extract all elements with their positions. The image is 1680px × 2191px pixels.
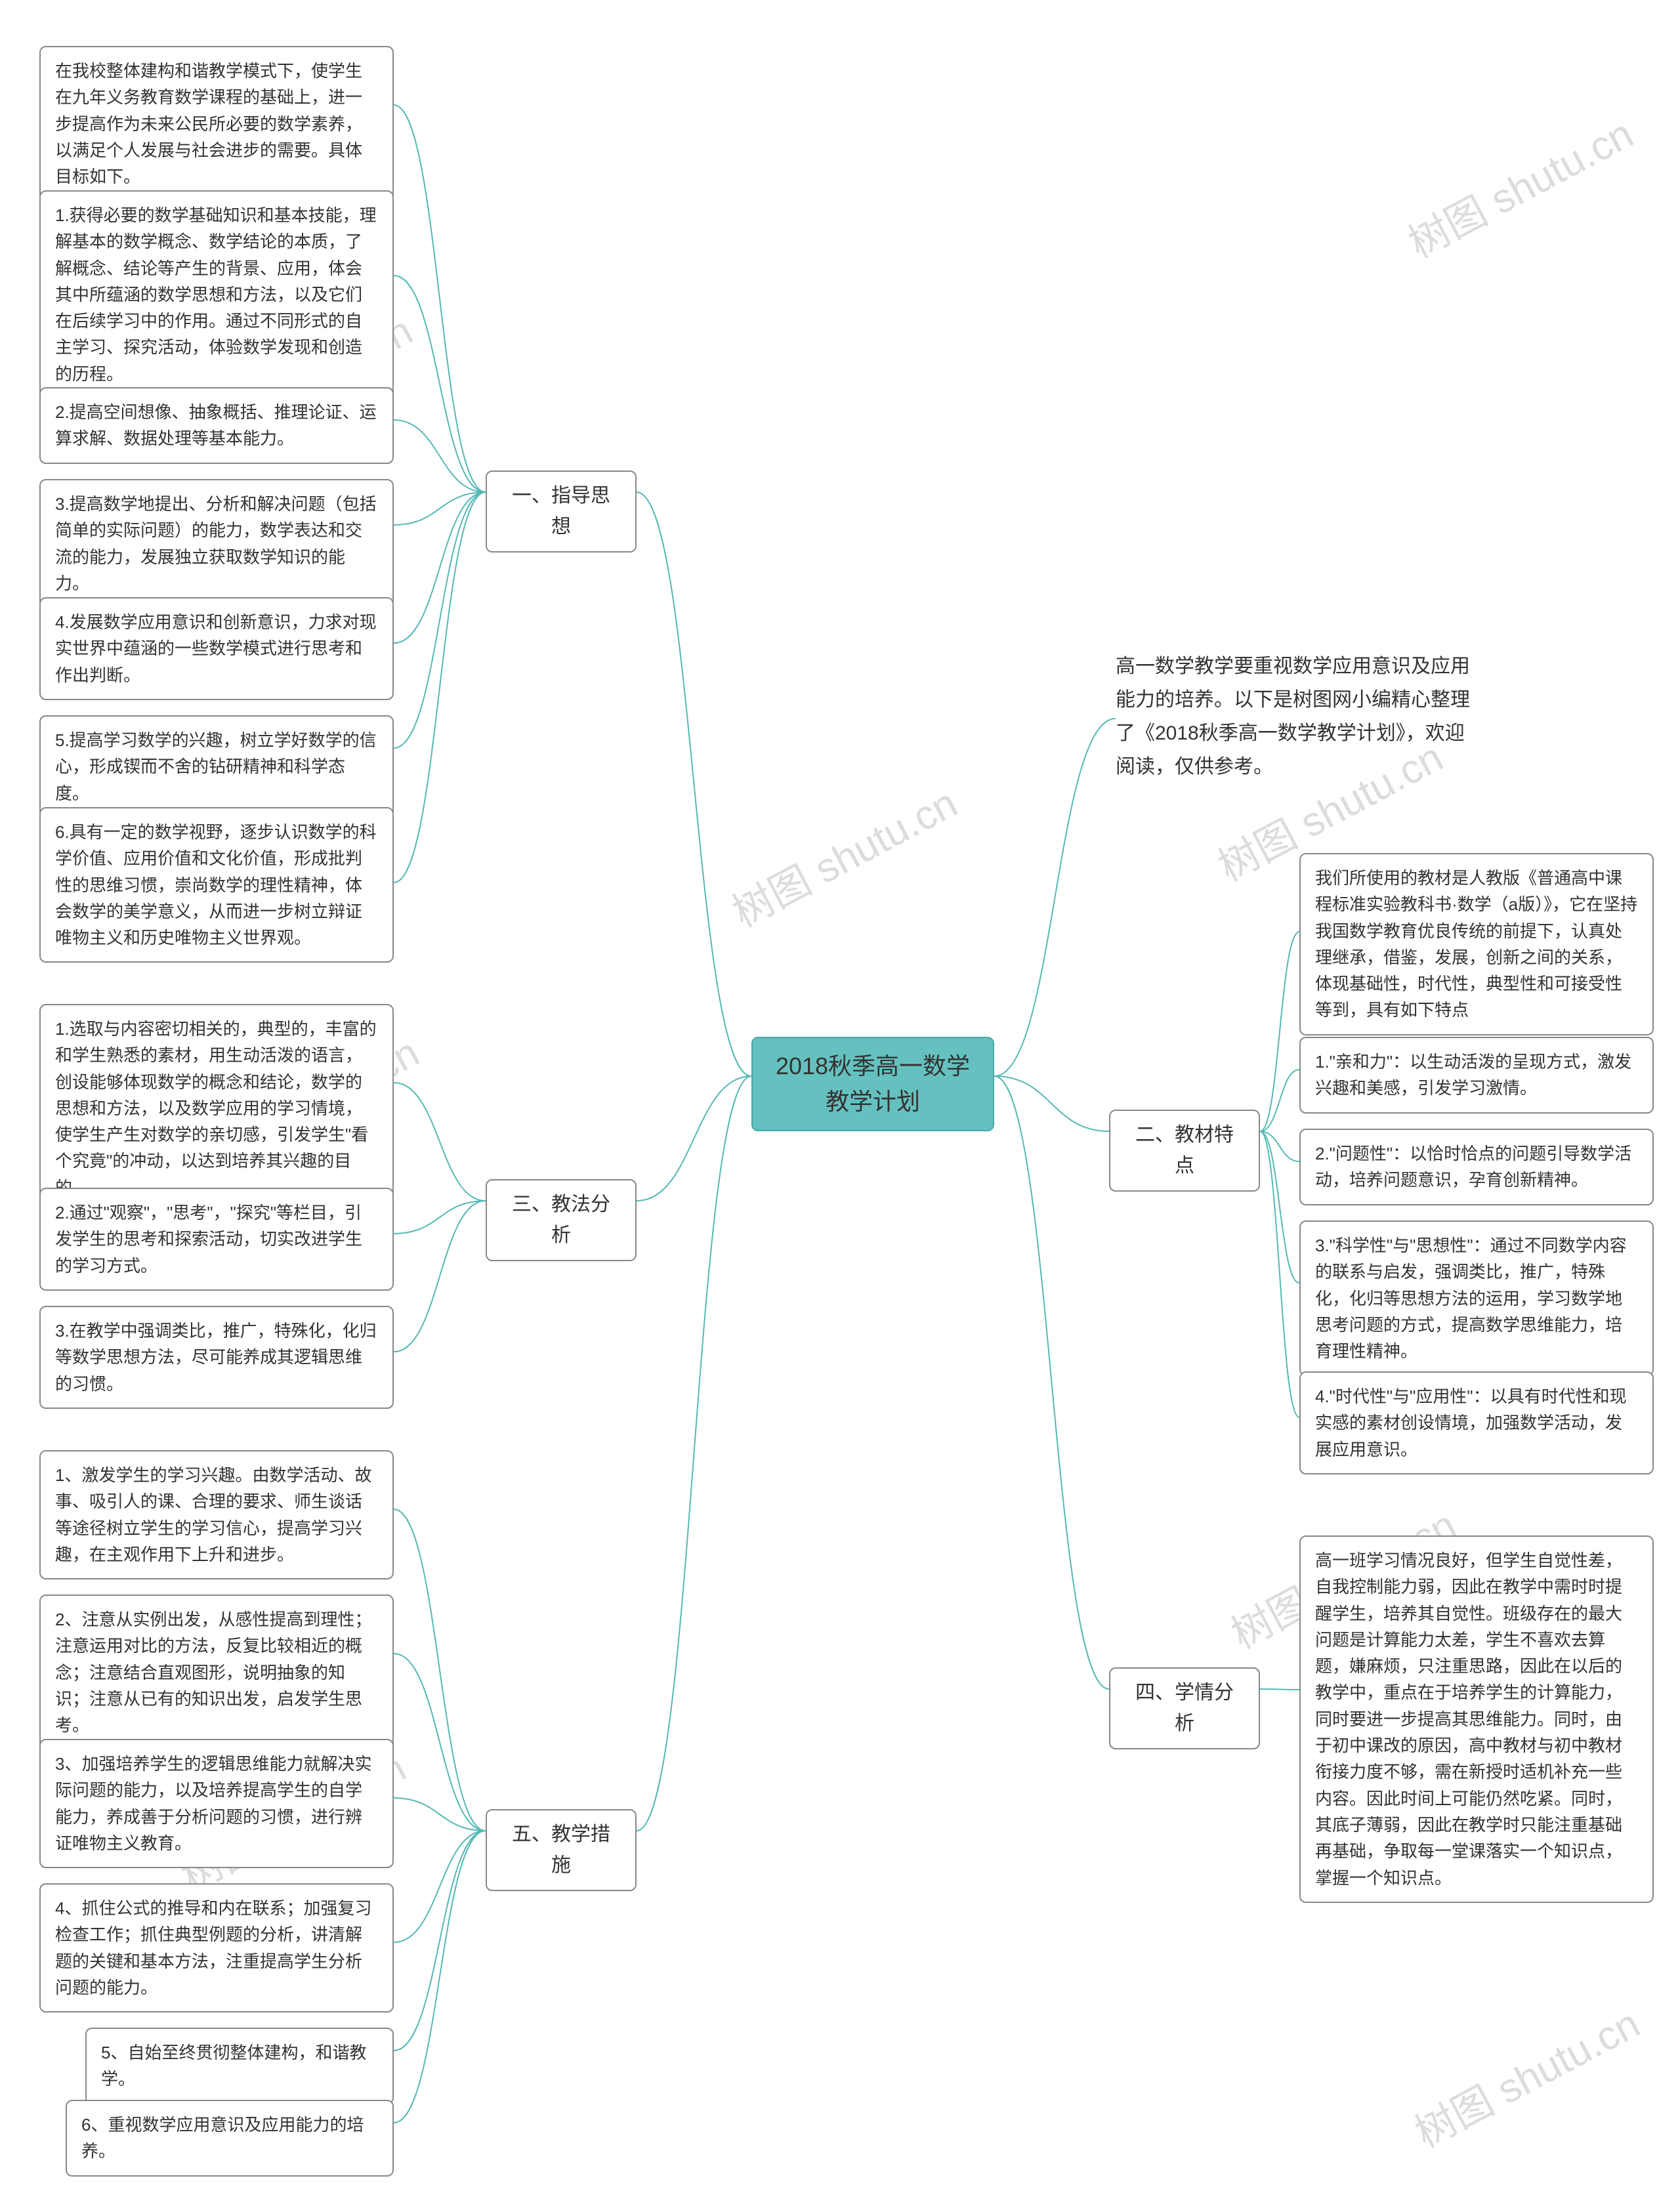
leaf-b1c6-text: 6.具有一定的数学视野，逐步认识数学的科学价值、应用价值和文化价值，形成批判性的…	[55, 822, 377, 948]
leaf-b4c1-text: 高一班学习情况良好，但学生自觉性差，自我控制能力弱，因此在教学中需时时提醒学生，…	[1315, 1551, 1622, 1888]
leaf-b5c5: 5、自始至终贯彻整体建构，和谐教学。	[85, 2028, 394, 2104]
branch-b3: 三、教法分析	[486, 1179, 637, 1261]
watermark: 树图 shutu.cn	[1396, 101, 1642, 269]
leaf-b3c3: 3.在教学中强调类比，推广，特殊化，化归等数学思想方法，尽可能养成其逻辑思维的习…	[39, 1306, 394, 1409]
edge	[394, 492, 486, 883]
edge	[994, 1076, 1109, 1689]
leaf-b1c5-text: 5.提高学习数学的兴趣，树立学好数学的信心，形成锲而不舍的钻研精神和科学态度。	[55, 730, 377, 803]
leaf-b5c4: 4、抓住公式的推导和内在联系；加强复习检查工作；抓住典型例题的分析，讲清解题的关…	[39, 1883, 394, 2013]
leaf-b5c6-text: 6、重视数学应用意识及应用能力的培养。	[81, 2115, 364, 2161]
root-node: 2018秋季高一数学教学计划	[751, 1037, 994, 1131]
watermark: 树图 shutu.cn	[721, 770, 966, 938]
edge	[394, 1201, 486, 1352]
edge	[1260, 1070, 1299, 1131]
leaf-b1c3-text: 3.提高数学地提出、分析和解决问题（包括简单的实际问题）的能力，数学表达和交流的…	[55, 494, 377, 593]
edge	[637, 1076, 751, 1831]
leaf-b5c3: 3、加强培养学生的逻辑思维能力就解决实际问题的能力，以及培养提高学生的自学能力，…	[39, 1739, 394, 1868]
edge	[1260, 932, 1299, 1131]
leaf-b3c2: 2.通过"观察"，"思考"，"探究"等栏目，引发学生的思考和探索活动，切实改进学…	[39, 1188, 394, 1291]
leaf-b4c1: 高一班学习情况良好，但学生自觉性差，自我控制能力弱，因此在教学中需时时提醒学生，…	[1299, 1535, 1654, 1903]
leaf-b2c4: 4."时代性"与"应用性"：以具有时代性和现实感的素材创设情境，加强数学活动，发…	[1299, 1371, 1654, 1474]
branch-b3-text: 三、教法分析	[512, 1194, 610, 1246]
edge	[394, 1083, 486, 1201]
leaf-b1c4-text: 4.发展数学应用意识和创新意识，力求对现实世界中蕴涵的一些数学模式进行思考和作出…	[55, 612, 377, 685]
root-node-text: 2018秋季高一数学教学计划	[776, 1053, 970, 1115]
branch-b4: 四、学情分析	[1109, 1667, 1260, 1749]
edge	[394, 1798, 486, 1831]
edge	[1260, 1689, 1299, 1690]
intro-text: 高一数学教学要重视数学应用意识及应用能力的培养。以下是树图网小编精心整理了《20…	[1116, 650, 1483, 787]
leaf-b1c4: 4.发展数学应用意识和创新意识，力求对现实世界中蕴涵的一些数学模式进行思考和作出…	[39, 597, 394, 700]
leaf-b1c1-text: 1.获得必要的数学基础知识和基本技能，理解基本的数学概念、数学结论的本质，了解概…	[55, 205, 377, 384]
edge	[1260, 1131, 1299, 1417]
edge	[394, 420, 486, 492]
edge	[394, 492, 486, 748]
leaf-b2c4-text: 4."时代性"与"应用性"：以具有时代性和现实感的素材创设情境，加强数学活动，发…	[1315, 1387, 1627, 1459]
leaf-b2c1: 1."亲和力"：以生动活泼的呈现方式，激发兴趣和美感，引发学习激情。	[1299, 1037, 1654, 1114]
leaf-b5c1: 1、激发学生的学习兴趣。由数学活动、故事、吸引人的课、合理的要求、师生谈话等途径…	[39, 1450, 394, 1579]
leaf-b3c1-text: 1.选取与内容密切相关的，典型的，丰富的和学生熟悉的素材，用生动活泼的语言，创设…	[55, 1019, 377, 1198]
branch-b1-text: 一、指导思想	[512, 485, 610, 537]
leaf-b1c5: 5.提高学习数学的兴趣，树立学好数学的信心，形成锲而不舍的钻研精神和科学态度。	[39, 715, 394, 818]
leaf-b1c1: 1.获得必要的数学基础知识和基本技能，理解基本的数学概念、数学结论的本质，了解概…	[39, 190, 394, 399]
edge	[394, 105, 486, 492]
edge	[394, 1831, 486, 1942]
edge	[394, 1509, 486, 1831]
leaf-b2c3-text: 3."科学性"与"思想性"：通过不同数学内容的联系与启发，强调类比，推广，特殊化…	[1315, 1236, 1627, 1361]
edge	[637, 1076, 751, 1201]
leaf-b3c2-text: 2.通过"观察"，"思考"，"探究"等栏目，引发学生的思考和探索活动，切实改进学…	[55, 1203, 362, 1276]
watermark: 树图 shutu.cn	[1403, 1991, 1648, 2159]
leaf-b5c6: 6、重视数学应用意识及应用能力的培养。	[66, 2100, 394, 2177]
leaf-b2c2: 2."问题性"：以恰时恰点的问题引导数学活动，培养问题意识，孕育创新精神。	[1299, 1129, 1654, 1205]
edge	[394, 1654, 486, 1831]
edge	[994, 1076, 1109, 1131]
leaf-b2c1-text: 1."亲和力"：以生动活泼的呈现方式，激发兴趣和美感，引发学习激情。	[1315, 1052, 1631, 1098]
leaf-b1c0-text: 在我校整体建构和谐教学模式下，使学生在九年义务教育数学课程的基础上，进一步提高作…	[55, 61, 362, 186]
branch-b2-text: 二、教材特点	[1135, 1124, 1234, 1177]
leaf-b1c2: 2.提高空间想像、抽象概括、推理论证、运算求解、数据处理等基本能力。	[39, 387, 394, 464]
edge	[394, 1831, 486, 2123]
intro-text-text: 高一数学教学要重视数学应用意识及应用能力的培养。以下是树图网小编精心整理了《20…	[1116, 656, 1470, 778]
branch-b2: 二、教材特点	[1109, 1110, 1260, 1192]
leaf-b5c5-text: 5、自始至终贯彻整体建构，和谐教学。	[101, 2043, 366, 2089]
leaf-b1c6: 6.具有一定的数学视野，逐步认识数学的科学价值、应用价值和文化价值，形成批判性的…	[39, 807, 394, 963]
branch-b5: 五、教学措施	[486, 1809, 637, 1891]
leaf-b5c3-text: 3、加强培养学生的逻辑思维能力就解决实际问题的能力，以及培养提高学生的自学能力，…	[55, 1754, 371, 1853]
leaf-b1c3: 3.提高数学地提出、分析和解决问题（包括简单的实际问题）的能力，数学表达和交流的…	[39, 479, 394, 608]
edge	[1260, 1131, 1299, 1161]
edge	[394, 492, 486, 643]
leaf-b5c1-text: 1、激发学生的学习兴趣。由数学活动、故事、吸引人的课、合理的要求、师生谈话等途径…	[55, 1465, 371, 1564]
branch-b1: 一、指导思想	[486, 470, 637, 553]
edge	[994, 719, 1116, 1076]
leaf-b2c0: 我们所使用的教材是人教版《普通高中课程标准实验教科书·数学（a版）》，它在坚持我…	[1299, 853, 1654, 1035]
edge	[1260, 1131, 1299, 1283]
leaf-b2c3: 3."科学性"与"思想性"：通过不同数学内容的联系与启发，强调类比，推广，特殊化…	[1299, 1221, 1654, 1376]
leaf-b5c4-text: 4、抓住公式的推导和内在联系；加强复习检查工作；抓住典型例题的分析，讲清解题的关…	[55, 1898, 371, 1997]
leaf-b1c2-text: 2.提高空间想像、抽象概括、推理论证、运算求解、数据处理等基本能力。	[55, 402, 377, 448]
edge	[394, 1831, 486, 2051]
leaf-b5c2-text: 2、注意从实例出发，从感性提高到理性；注意运用对比的方法，反复比较相近的概念；注…	[55, 1610, 371, 1735]
edge	[394, 492, 486, 525]
edge	[394, 276, 486, 492]
leaf-b1c0: 在我校整体建构和谐教学模式下，使学生在九年义务教育数学课程的基础上，进一步提高作…	[39, 46, 394, 201]
edge	[394, 1201, 486, 1234]
leaf-b3c1: 1.选取与内容密切相关的，典型的，丰富的和学生熟悉的素材，用生动活泼的语言，创设…	[39, 1004, 394, 1213]
leaf-b2c0-text: 我们所使用的教材是人教版《普通高中课程标准实验教科书·数学（a版）》，它在坚持我…	[1315, 868, 1637, 1020]
leaf-b3c3-text: 3.在教学中强调类比，推广，特殊化，化归等数学思想方法，尽可能养成其逻辑思维的习…	[55, 1321, 377, 1394]
branch-b4-text: 四、学情分析	[1135, 1682, 1234, 1734]
branch-b5-text: 五、教学措施	[512, 1824, 610, 1876]
leaf-b5c2: 2、注意从实例出发，从感性提高到理性；注意运用对比的方法，反复比较相近的概念；注…	[39, 1595, 394, 1750]
leaf-b2c2-text: 2."问题性"：以恰时恰点的问题引导数学活动，培养问题意识，孕育创新精神。	[1315, 1144, 1631, 1190]
edge	[637, 492, 751, 1076]
